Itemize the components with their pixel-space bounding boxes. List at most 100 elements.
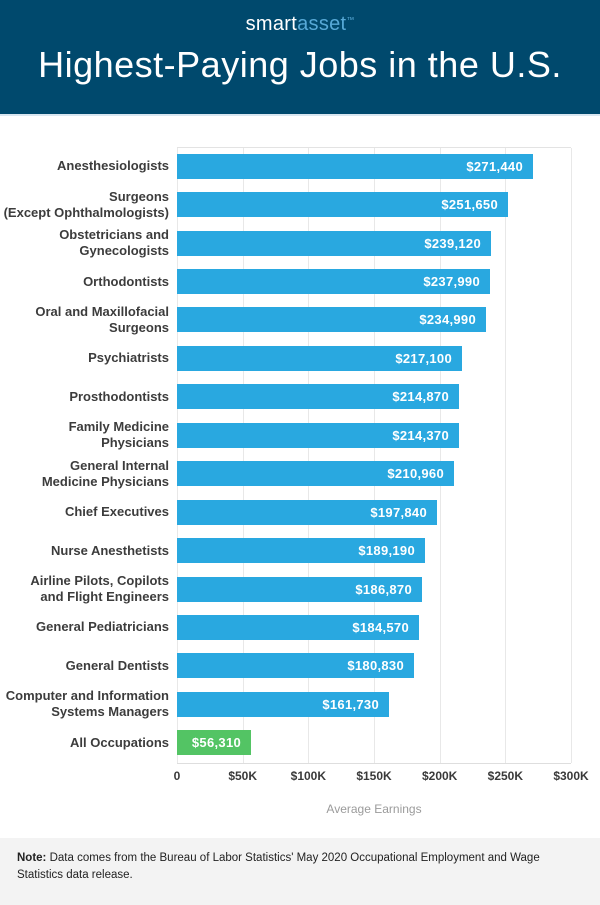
- bar-value-label: $251,650: [441, 197, 498, 213]
- bar-track: $189,190: [177, 531, 600, 569]
- category-label: Obstetricians and Gynecologists: [59, 227, 169, 259]
- table-row: General Pediatricians $184,570: [0, 608, 600, 646]
- gridline: [439, 148, 441, 763]
- bar-track: $197,840: [177, 493, 600, 531]
- plot-area: Anesthesiologists $271,440 Surgeons (Excep…: [0, 147, 600, 764]
- bar-track: $184,570: [177, 608, 600, 646]
- category-label: General Internal Medicine Physicians: [41, 457, 169, 489]
- bar: $186,870: [177, 576, 422, 602]
- category-label: Family Medicine Physicians: [68, 419, 169, 451]
- bar-track: $271,440: [177, 147, 600, 185]
- gridline: [177, 148, 178, 763]
- x-tick-label: $300K: [553, 769, 589, 783]
- category-label: Orthodontists: [83, 273, 169, 289]
- grid-layer: [177, 147, 572, 764]
- bar-value-label: $234,990: [419, 312, 476, 328]
- header-banner: smartasset™ Highest-Paying Jobs in the U…: [0, 0, 600, 116]
- bar-track: $214,870: [177, 378, 600, 416]
- table-row: All Occupations $56,310: [0, 724, 600, 762]
- bar-track: $186,870: [177, 570, 600, 608]
- bar-value-label: $217,100: [395, 350, 452, 366]
- bar-track: $234,990: [177, 301, 600, 339]
- category-label: All Occupations: [70, 734, 169, 750]
- trademark-symbol: ™: [346, 15, 355, 25]
- bar: $184,570: [177, 614, 419, 640]
- category-label: General Pediatricians: [36, 619, 169, 635]
- gridline: [242, 148, 244, 763]
- bar-value-label: $271,440: [466, 158, 523, 174]
- gridline: [374, 148, 375, 763]
- bar-track: $180,830: [177, 647, 600, 685]
- smartasset-logo: smartasset™: [0, 0, 600, 36]
- category-label: Computer and Information Systems Manager…: [5, 688, 169, 720]
- bar-value-label: $189,190: [358, 543, 415, 559]
- bar-value-label: $161,730: [322, 696, 379, 712]
- bar-value-label: $214,870: [392, 389, 449, 405]
- bar: $189,190: [177, 538, 425, 564]
- bar: $161,730: [177, 691, 389, 717]
- note-label: Note:: [17, 852, 47, 864]
- category-label: Chief Executives: [64, 504, 169, 520]
- bar: $237,990: [177, 269, 490, 295]
- bar-track: $210,960: [177, 455, 600, 493]
- bar-value-label: $237,990: [423, 274, 480, 290]
- table-row: Obstetricians and Gynecologists $239,120: [0, 224, 600, 262]
- bar-value-label: $180,830: [347, 658, 404, 674]
- bar: $210,960: [177, 461, 454, 487]
- bar-value-label: $56,310: [191, 735, 241, 751]
- bar-value-label: $184,570: [352, 619, 409, 635]
- table-row: Chief Executives $197,840: [0, 493, 600, 531]
- category-label: Airline Pilots, Copilots and Flight Engi…: [30, 573, 169, 605]
- category-label: Nurse Anesthetists: [51, 542, 169, 558]
- x-tick-label: $150K: [356, 769, 392, 783]
- table-row: Oral and Maxillofacial Surgeons $234,990: [0, 301, 600, 339]
- x-tick-label: $100K: [290, 769, 327, 783]
- table-row: Family Medicine Physicians $214,370: [0, 416, 600, 454]
- x-axis: 0 $50K $100K $150K $200K $250K $300K: [173, 769, 589, 785]
- x-tick-label: 0: [173, 769, 181, 783]
- category-label: Psychiatrists: [88, 350, 169, 366]
- bar-track: $217,100: [177, 339, 600, 377]
- category-label: Surgeons (Except Ophthalmologists): [3, 188, 169, 220]
- bar: $214,870: [177, 384, 459, 410]
- note-text: Data comes from the Bureau of Labor Stat…: [17, 852, 540, 881]
- bar-track: $251,650: [177, 185, 600, 223]
- bar: $197,840: [177, 499, 437, 525]
- gridline: [571, 148, 572, 763]
- x-tick-label: $250K: [487, 769, 524, 783]
- footer-note: Note: Data comes from the Bureau of Labo…: [0, 838, 600, 905]
- bar-track: $56,310: [177, 724, 600, 762]
- bar-chart: Anesthesiologists $271,440 Surgeons (Excep…: [0, 116, 600, 838]
- bar-value-label: $197,840: [370, 504, 427, 520]
- page-title: Highest-Paying Jobs in the U.S.: [38, 44, 562, 85]
- bar-track: $239,120: [177, 224, 600, 262]
- logo-asset: asset: [297, 13, 347, 35]
- bar-track: $161,730: [177, 685, 600, 723]
- bar-value-label: $214,370: [392, 427, 449, 443]
- bar: $251,650: [177, 192, 508, 218]
- bar: $56,310: [177, 730, 251, 756]
- table-row: Airline Pilots, Copilots and Flight Engi…: [0, 570, 600, 608]
- table-row: General Internal Medicine Physicians $210…: [0, 455, 600, 493]
- category-label: Anesthesiologists: [57, 158, 169, 174]
- category-label: Prosthodontists: [69, 388, 169, 404]
- table-row: Anesthesiologists $271,440: [0, 147, 600, 185]
- bar: $180,830: [177, 653, 414, 679]
- category-label: General Dentists: [65, 657, 169, 673]
- bar-rows: Anesthesiologists $271,440 Surgeons (Excep…: [0, 147, 600, 762]
- x-axis-title: Average Earnings: [326, 802, 422, 816]
- x-tick-label: $50K: [228, 769, 257, 783]
- table-row: Prosthodontists $214,870: [0, 378, 600, 416]
- table-row: General Dentists $180,830: [0, 647, 600, 685]
- bar-track: $237,990: [177, 262, 600, 300]
- table-row: Surgeons (Except Ophthalmologists) $251,6…: [0, 185, 600, 223]
- category-label: Oral and Maxillofacial Surgeons: [35, 303, 169, 335]
- bar: $271,440: [177, 153, 533, 179]
- logo-smart: smart: [245, 13, 298, 35]
- bar-value-label: $210,960: [387, 466, 444, 482]
- bar-track: $214,370: [177, 416, 600, 454]
- bar: $239,120: [177, 230, 491, 256]
- table-row: Computer and Information Systems Manager…: [0, 685, 600, 723]
- table-row: Orthodontists $237,990: [0, 262, 600, 300]
- bar: $234,990: [177, 307, 486, 333]
